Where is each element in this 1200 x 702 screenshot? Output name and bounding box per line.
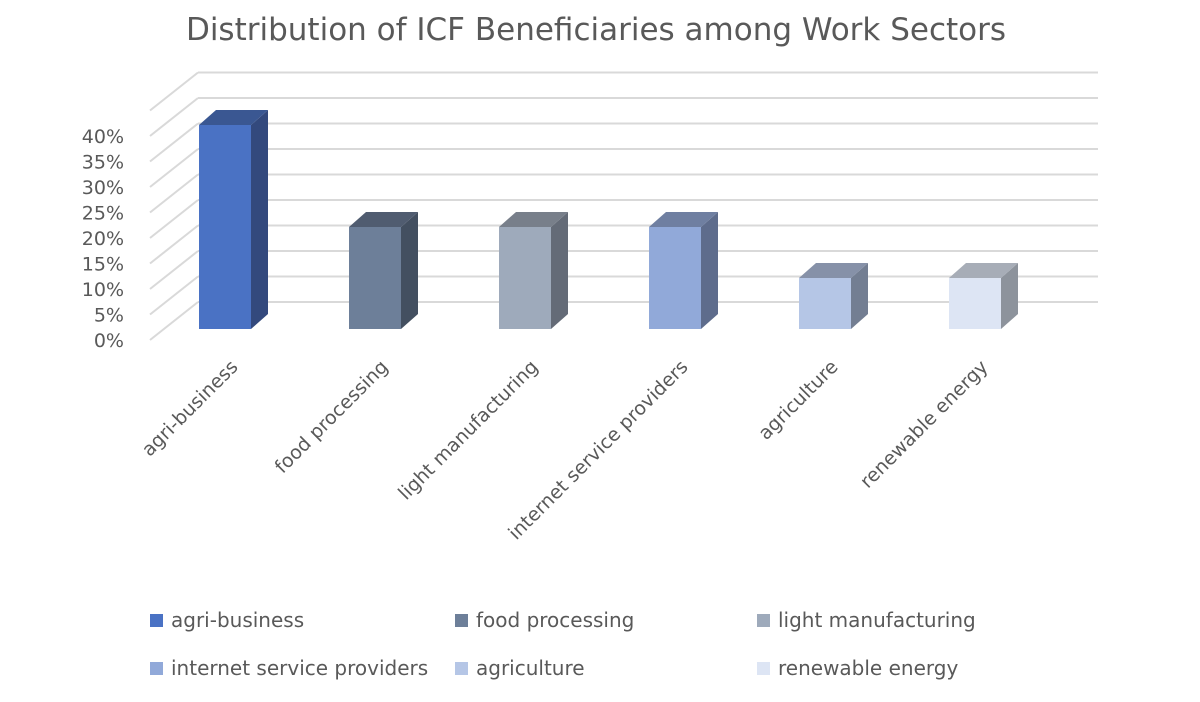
gridline-depth [149,224,199,265]
legend-item: agriculture [455,656,585,680]
x-tick-label: internet service providers [504,356,692,544]
x-tick-label: agriculture [754,356,842,444]
x-tick-label: renewable energy [856,356,993,493]
legend-item: internet service providers [150,656,428,680]
gridline-depth [149,199,199,239]
y-tick-label: 30% [82,177,124,199]
legend-label: internet service providers [171,656,429,680]
chart-title: Distribution of ICF Beneficiaries among … [185,12,1007,48]
y-tick-label: 20% [82,228,124,250]
legend-swatch [757,661,770,675]
bar-agriculture [799,278,851,329]
legend-swatch [455,613,468,627]
bar-side [701,212,718,329]
gridline-depth [149,71,199,112]
x-tick-label: food processing [271,356,393,478]
x-tick-label: agri-business [138,356,243,461]
legend-label: food processing [476,608,635,632]
y-tick-label: 0% [94,330,124,352]
legend-item: agri-business [150,608,304,632]
bar-top [799,263,868,278]
bar-top [649,212,718,227]
gridline-depth [149,301,199,341]
legend-label: agriculture [476,656,585,680]
gridline-depth [149,122,199,163]
bar-top [199,110,268,125]
legend-label: renewable energy [778,656,959,680]
gridline-depth [149,97,199,137]
y-tick-label: 40% [82,126,124,148]
gridline-depth [149,250,199,290]
bar-agri-business [199,125,251,329]
bar-top [499,212,568,227]
bar-top [949,263,1018,278]
gridline-depth [149,173,199,214]
legend-swatch [150,661,163,675]
legend-label: light manufacturing [778,608,976,632]
y-tick-label: 15% [82,254,124,276]
legend-item: food processing [455,608,634,632]
legend-swatch [757,613,770,627]
y-tick-label: 5% [94,305,124,327]
gridline-depth [149,275,199,316]
y-tick-label: 10% [82,279,124,301]
legend-swatch [150,613,163,627]
bar-side [401,212,418,329]
bar-internet-service-providers [649,227,701,329]
y-tick-label: 25% [82,203,124,225]
bar-side [251,110,268,329]
bar-top [349,212,418,227]
y-tick-label: 35% [82,152,124,174]
legend-swatch [455,661,468,675]
legend-item: renewable energy [757,656,958,680]
gridline-depth [149,148,199,188]
bar-side [1001,263,1018,329]
bar-side [551,212,568,329]
bar-food-processing [349,227,401,329]
bar-renewable-energy [949,278,1001,329]
legend-label: agri-business [171,608,305,632]
bar-side [851,263,868,329]
bar-light-manufacturing [499,227,551,329]
legend-item: light manufacturing [757,608,976,632]
x-tick-label: light manufacturing [394,356,542,504]
